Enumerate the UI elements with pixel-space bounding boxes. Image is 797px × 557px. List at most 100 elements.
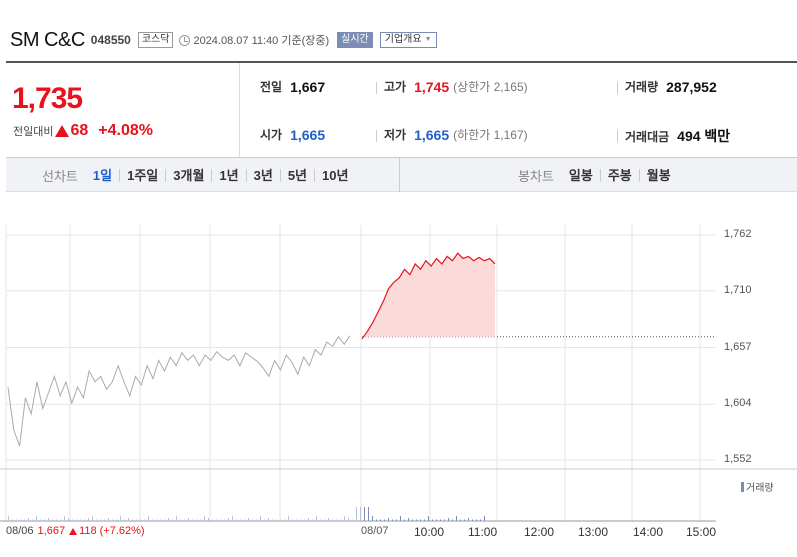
volume-bar bbox=[60, 519, 61, 521]
volume-bar bbox=[176, 516, 177, 521]
volume-bar bbox=[300, 519, 301, 521]
volume-bar bbox=[448, 518, 449, 521]
divider bbox=[617, 130, 618, 142]
y-tick-label: 1,710 bbox=[724, 283, 752, 296]
prev-close: 전일 1,667 bbox=[260, 78, 325, 95]
volume-bar bbox=[192, 519, 193, 521]
volume-bar bbox=[204, 516, 205, 521]
x-tick-label: 14:00 bbox=[633, 525, 664, 539]
timestamp: 2024.08.07 11:40 기준(장중) bbox=[193, 35, 330, 47]
period-1d[interactable]: 1일 bbox=[92, 167, 113, 183]
volume-bar bbox=[284, 519, 285, 521]
prev-close-value: 1,667 bbox=[290, 78, 326, 95]
volume-bar bbox=[80, 519, 81, 521]
volume-bar bbox=[180, 519, 181, 521]
volume-bar bbox=[244, 519, 245, 521]
divider bbox=[376, 82, 377, 94]
divider bbox=[617, 82, 618, 94]
volume-bar bbox=[336, 519, 337, 521]
volume-bar bbox=[256, 519, 257, 521]
trade-value: 거래대금 494 백만 bbox=[625, 126, 730, 146]
prev-day-change: 118 bbox=[79, 525, 97, 537]
volume-bar bbox=[276, 519, 277, 521]
price-chart[interactable]: 1,762 1,710 1,657 1,604 1,552 08/07 10:00 11:0… bbox=[0, 192, 797, 557]
volume-bar bbox=[352, 519, 353, 521]
volume-bar bbox=[68, 518, 69, 521]
volume-bar bbox=[372, 516, 373, 521]
y-tick-label: 1,762 bbox=[724, 228, 752, 240]
period-1y[interactable]: 1년 bbox=[211, 168, 245, 182]
volume-bar bbox=[412, 519, 413, 521]
company-info-button[interactable]: 기업개요 ▼ bbox=[379, 32, 437, 48]
volume-bar bbox=[312, 519, 313, 521]
x-tick-label: 10:00 bbox=[414, 525, 445, 539]
volume-bar bbox=[272, 519, 273, 521]
candle-chart-label: 봉차트 bbox=[518, 168, 554, 184]
volume-bar bbox=[268, 518, 269, 521]
period-bar: 선차트 1일 1주일 3개월 1년 3년 5년 10년 봉차트 일봉 주봉 월봉 bbox=[6, 158, 797, 192]
volume-bar bbox=[460, 519, 461, 521]
volume-bar bbox=[456, 516, 457, 521]
volume-bar bbox=[104, 519, 105, 521]
volume-bar bbox=[20, 519, 21, 521]
open: 시가 1,665 bbox=[260, 126, 325, 143]
period-daily[interactable]: 일봉 bbox=[568, 167, 593, 183]
volume-bar bbox=[40, 519, 41, 521]
volume-legend: 거래량 bbox=[741, 479, 774, 494]
y-tick-label: 1,604 bbox=[724, 397, 752, 410]
volume-bar bbox=[332, 519, 333, 521]
volume-bar bbox=[84, 519, 85, 521]
volume-bar bbox=[424, 519, 425, 521]
volume-bar bbox=[132, 519, 133, 521]
price-box: 1,735 전일대비 68 +4.08% bbox=[6, 63, 240, 158]
low: 저가 1,665 (하한가 1,167) bbox=[384, 126, 528, 143]
volume-bar bbox=[52, 519, 53, 521]
volume-bar bbox=[436, 519, 437, 521]
x-tick-label: 11:00 bbox=[468, 525, 498, 539]
stock-header: SM C&C 048550 코스닥 2024.08.07 11:40 기준(장중… bbox=[10, 28, 437, 52]
volume-bar bbox=[296, 519, 297, 521]
volume-bar bbox=[380, 519, 381, 521]
volume-bar bbox=[388, 518, 389, 521]
volume-bar bbox=[128, 518, 129, 521]
y-tick-label: 1,552 bbox=[724, 453, 752, 465]
volume-bar bbox=[348, 518, 349, 521]
volume-bar bbox=[32, 519, 33, 521]
upper-limit: (상한가 2,165) bbox=[453, 80, 528, 94]
x-tick-label: 15:00 bbox=[686, 525, 717, 539]
volume-bar bbox=[140, 519, 141, 521]
volume-bar bbox=[260, 516, 261, 521]
period-10y[interactable]: 10년 bbox=[314, 168, 355, 182]
x-tick-label: 08/07 bbox=[361, 525, 389, 537]
period-3y[interactable]: 3년 bbox=[245, 168, 280, 182]
volume-bar bbox=[152, 519, 153, 521]
volume-bar bbox=[428, 516, 429, 521]
period-3m[interactable]: 3개월 bbox=[165, 168, 211, 182]
volume-bar bbox=[208, 518, 209, 521]
volume-bar bbox=[200, 519, 201, 521]
high-value: 1,745 bbox=[414, 78, 450, 95]
period-weekly[interactable]: 주봉 bbox=[599, 168, 639, 182]
volume-bar bbox=[236, 519, 237, 521]
period-5y[interactable]: 5년 bbox=[279, 168, 314, 182]
volume-bar bbox=[308, 518, 309, 521]
volume-bar bbox=[396, 519, 397, 521]
volume-bar bbox=[392, 519, 393, 521]
current-price: 1,735 bbox=[12, 82, 83, 115]
volume-bar bbox=[452, 519, 453, 521]
realtime-button[interactable]: 실시간 bbox=[337, 32, 373, 48]
volume-bar bbox=[476, 519, 477, 521]
volume-bar bbox=[416, 519, 417, 521]
period-monthly[interactable]: 월봉 bbox=[638, 168, 678, 182]
volume-bar bbox=[116, 519, 117, 521]
today-area bbox=[362, 253, 495, 339]
volume-bar bbox=[92, 516, 93, 521]
prev-day-pct: (+7.62%) bbox=[99, 525, 145, 537]
volume-bar bbox=[160, 519, 161, 521]
period-1w[interactable]: 1주일 bbox=[119, 168, 165, 182]
volume-bar bbox=[16, 519, 17, 521]
volume-bar bbox=[384, 519, 385, 521]
volume-bar bbox=[324, 519, 325, 521]
volume-bar bbox=[184, 519, 185, 521]
x-tick-label: 12:00 bbox=[524, 525, 555, 539]
